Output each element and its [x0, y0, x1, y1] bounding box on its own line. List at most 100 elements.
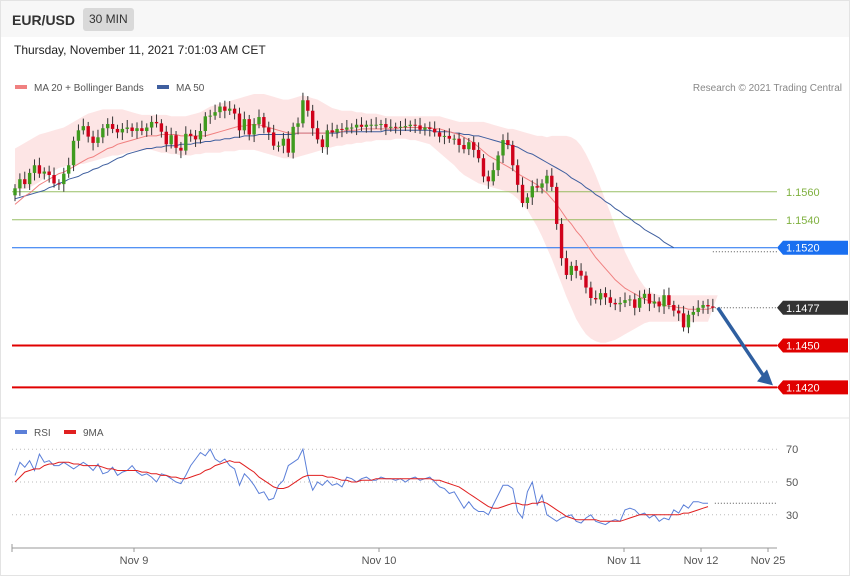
rsi-tick-label: 30 [786, 510, 798, 522]
level-label: 1.1420 [786, 382, 820, 394]
candle-body [657, 301, 661, 307]
candle-body [530, 186, 534, 198]
candle-body [354, 124, 359, 128]
candle-body [603, 293, 608, 298]
candle-body [252, 124, 256, 135]
candle-body [120, 128, 125, 133]
candle-body [315, 128, 320, 140]
candle-body [198, 131, 203, 140]
level-lines [12, 191, 777, 389]
candle-body [486, 176, 491, 182]
candle-body [76, 130, 81, 141]
level-tag [777, 300, 848, 315]
x-tick-label: Nov 11 [607, 555, 641, 567]
candle-body [398, 126, 403, 128]
projection-arrow-head [757, 369, 773, 386]
candle-body [442, 135, 447, 137]
candle-body [432, 128, 437, 133]
moving-averages [14, 124, 713, 310]
candle-body [642, 293, 647, 299]
ma-bb-legend-swatch [15, 85, 27, 89]
candle-body [96, 137, 100, 143]
candle-body [374, 124, 378, 126]
projection-arrow [716, 306, 773, 386]
candle-body [281, 138, 286, 146]
candle-body [193, 135, 198, 140]
candle-body [569, 265, 574, 275]
candle-body [237, 113, 242, 131]
candle-body [413, 124, 417, 126]
level-tag [777, 380, 848, 395]
rsi-ma-legend-label: 9MA [83, 428, 104, 439]
candle-body [110, 124, 115, 129]
level-label: 1.1450 [786, 341, 820, 353]
rsi-tick-label: 50 [786, 477, 798, 489]
date-line: Thursday, November 11, 2021 7:01:03 AM C… [14, 43, 266, 57]
candle-body [37, 165, 42, 174]
candle-body [681, 313, 686, 328]
symbol-label: EUR/USD [12, 12, 76, 28]
candle-body [57, 183, 61, 185]
candle-body [481, 158, 486, 177]
candle-body [667, 295, 671, 305]
candle-body [379, 124, 383, 126]
candle-body [491, 170, 495, 182]
rsi-legend-label: RSI [34, 428, 51, 439]
candle-body [457, 138, 461, 145]
candle-body [418, 125, 422, 130]
candle-body [232, 108, 237, 114]
candle-body [564, 258, 569, 275]
level-labels: 1.1560 1.1540 1.1520 1.1477 1.1450 1.1420 [777, 187, 848, 395]
candle-body [589, 287, 593, 299]
candle-body [218, 106, 222, 113]
candle-body [594, 298, 598, 300]
candle-body [310, 110, 315, 129]
candle-body [691, 311, 696, 315]
candle-body [32, 165, 37, 173]
candle-body [637, 298, 642, 308]
candle-body [369, 124, 373, 126]
candle-body [23, 179, 27, 185]
candle-body [228, 108, 232, 111]
candle-body [540, 183, 544, 188]
candle-body [140, 128, 144, 132]
candle-body [613, 302, 617, 305]
candle-body [271, 132, 276, 146]
candle-body [520, 184, 525, 203]
x-axis-labels: Nov 9 Nov 10 Nov 11 Nov 12 Nov 25 [11, 544, 786, 567]
candle-body [652, 301, 656, 304]
rsi-legend-swatch [15, 430, 27, 434]
candle-body [330, 130, 334, 133]
candle-body [345, 127, 349, 130]
candle-body [501, 140, 505, 156]
x-tick-label: Nov 10 [362, 555, 397, 567]
bollinger-band-area [15, 94, 718, 343]
candle-body [696, 307, 700, 312]
candle-body [62, 173, 66, 185]
candle-body [335, 128, 339, 133]
candle-body [559, 223, 564, 259]
candle-body [408, 124, 412, 127]
timeframe-button[interactable]: 30 MIN [83, 8, 134, 31]
candle-body [149, 121, 154, 128]
candle-body [125, 127, 129, 129]
candle-body [554, 186, 559, 224]
candle-body [403, 126, 408, 128]
candle-body [701, 304, 705, 308]
candle-body [579, 270, 583, 276]
candle-body [27, 172, 32, 185]
candle-body [47, 171, 51, 176]
candle-body [52, 175, 56, 184]
candle-body [515, 165, 520, 185]
level-label: 1.1477 [786, 303, 820, 315]
candle-body [91, 136, 95, 143]
candle-body [423, 127, 427, 130]
rsi-tick-label: 70 [786, 444, 798, 456]
candle-body [506, 140, 510, 145]
x-tick-label: Nov 25 [751, 555, 786, 567]
candle-body [676, 310, 681, 314]
candle-body [618, 302, 622, 305]
candle-body [623, 300, 627, 303]
candle-body [389, 126, 393, 128]
